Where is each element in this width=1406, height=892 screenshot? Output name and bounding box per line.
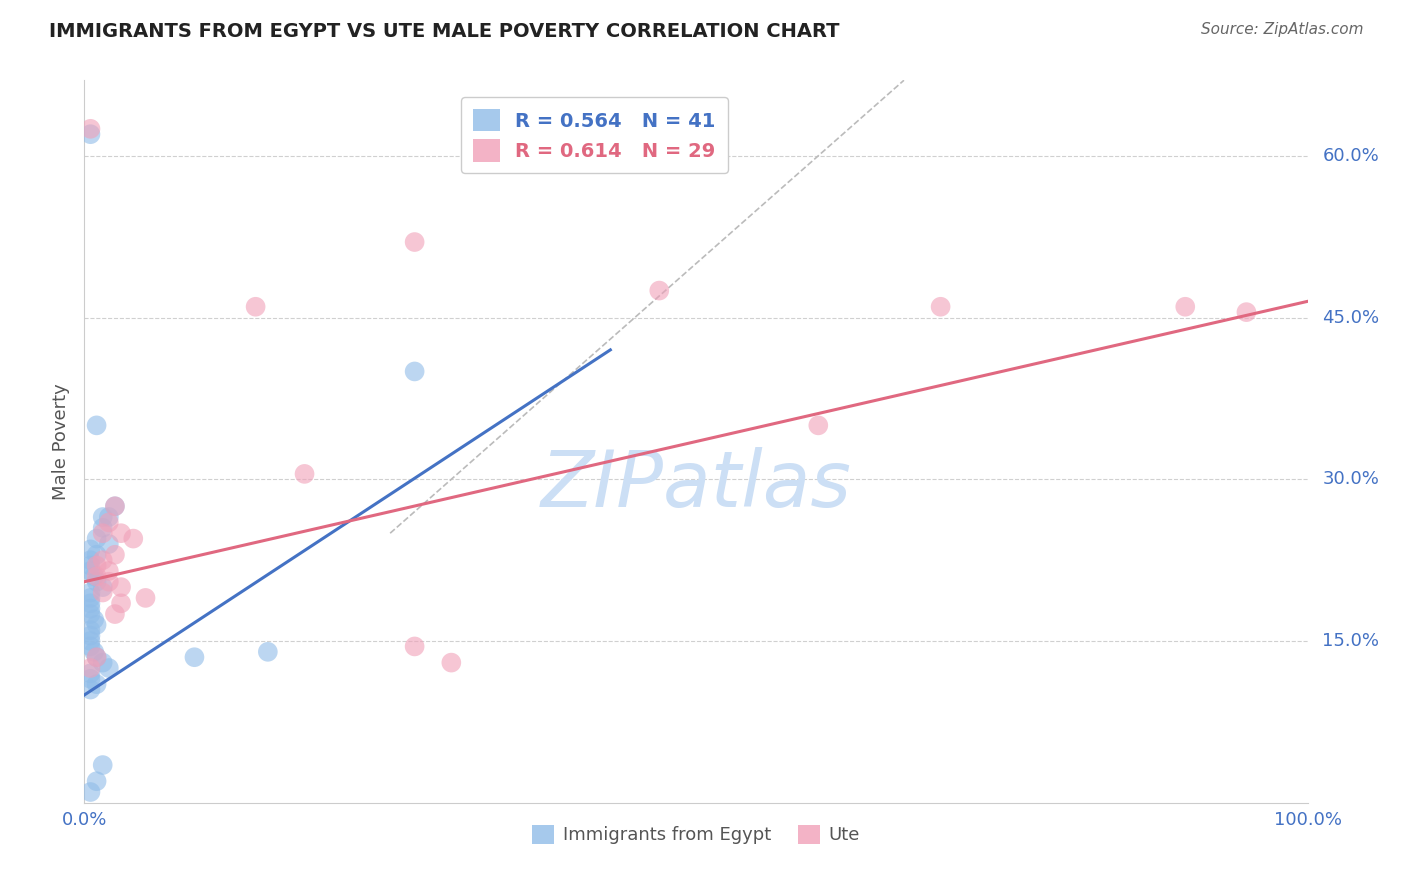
Point: [110, 596, 132, 610]
Point: [79, 591, 101, 605]
Point: [104, 500, 127, 514]
Point: [97, 564, 120, 578]
Point: [79, 596, 101, 610]
Point: [86, 650, 108, 665]
Point: [807, 418, 830, 433]
Point: [257, 645, 280, 659]
Point: [245, 300, 267, 314]
Point: [86, 574, 108, 589]
Point: [79, 585, 101, 599]
Point: [97, 661, 120, 675]
Point: [79, 607, 101, 621]
Point: [79, 672, 101, 686]
Point: [79, 558, 101, 573]
Point: [79, 785, 101, 799]
Legend: R = 0.564   N = 41, R = 0.614   N = 29: R = 0.564 N = 41, R = 0.614 N = 29: [461, 97, 727, 173]
Text: 30.0%: 30.0%: [1322, 470, 1379, 488]
Y-axis label: Male Poverty: Male Poverty: [52, 384, 70, 500]
Text: IMMIGRANTS FROM EGYPT VS UTE MALE POVERTY CORRELATION CHART: IMMIGRANTS FROM EGYPT VS UTE MALE POVERT…: [49, 22, 839, 41]
Point: [104, 607, 127, 621]
Point: [79, 564, 101, 578]
Point: [86, 650, 108, 665]
Point: [79, 601, 101, 615]
Point: [83, 612, 105, 626]
Point: [1236, 305, 1258, 319]
Point: [183, 650, 205, 665]
Point: [648, 284, 671, 298]
Point: [79, 624, 101, 638]
Point: [91, 656, 114, 670]
Point: [86, 558, 108, 573]
Point: [86, 548, 108, 562]
Point: [110, 526, 132, 541]
Point: [83, 645, 105, 659]
Point: [97, 510, 120, 524]
Point: [79, 553, 101, 567]
Point: [79, 682, 101, 697]
Point: [79, 661, 101, 675]
Point: [86, 569, 108, 583]
Point: [79, 666, 101, 681]
Point: [97, 574, 120, 589]
Point: [83, 569, 105, 583]
Point: [79, 542, 101, 557]
Point: [97, 516, 120, 530]
Point: [79, 634, 101, 648]
Text: 45.0%: 45.0%: [1322, 309, 1379, 326]
Point: [404, 235, 426, 249]
Point: [91, 585, 114, 599]
Point: [440, 656, 463, 670]
Point: [79, 121, 101, 136]
Point: [404, 640, 426, 654]
Point: [294, 467, 316, 481]
Point: [91, 526, 114, 541]
Text: 60.0%: 60.0%: [1322, 147, 1379, 165]
Text: ZIPatlas: ZIPatlas: [540, 447, 852, 523]
Point: [91, 553, 114, 567]
Text: 15.0%: 15.0%: [1322, 632, 1379, 650]
Point: [122, 532, 145, 546]
Point: [79, 127, 101, 141]
Point: [86, 774, 108, 789]
Point: [79, 640, 101, 654]
Point: [404, 364, 426, 378]
Point: [91, 758, 114, 772]
Point: [86, 532, 108, 546]
Point: [97, 537, 120, 551]
Point: [104, 500, 127, 514]
Point: [86, 618, 108, 632]
Point: [1174, 300, 1197, 314]
Point: [110, 580, 132, 594]
Point: [86, 677, 108, 691]
Point: [91, 580, 114, 594]
Point: [929, 300, 952, 314]
Point: [91, 521, 114, 535]
Text: Source: ZipAtlas.com: Source: ZipAtlas.com: [1201, 22, 1364, 37]
Point: [86, 418, 108, 433]
Point: [135, 591, 157, 605]
Point: [91, 510, 114, 524]
Point: [104, 548, 127, 562]
Point: [79, 629, 101, 643]
